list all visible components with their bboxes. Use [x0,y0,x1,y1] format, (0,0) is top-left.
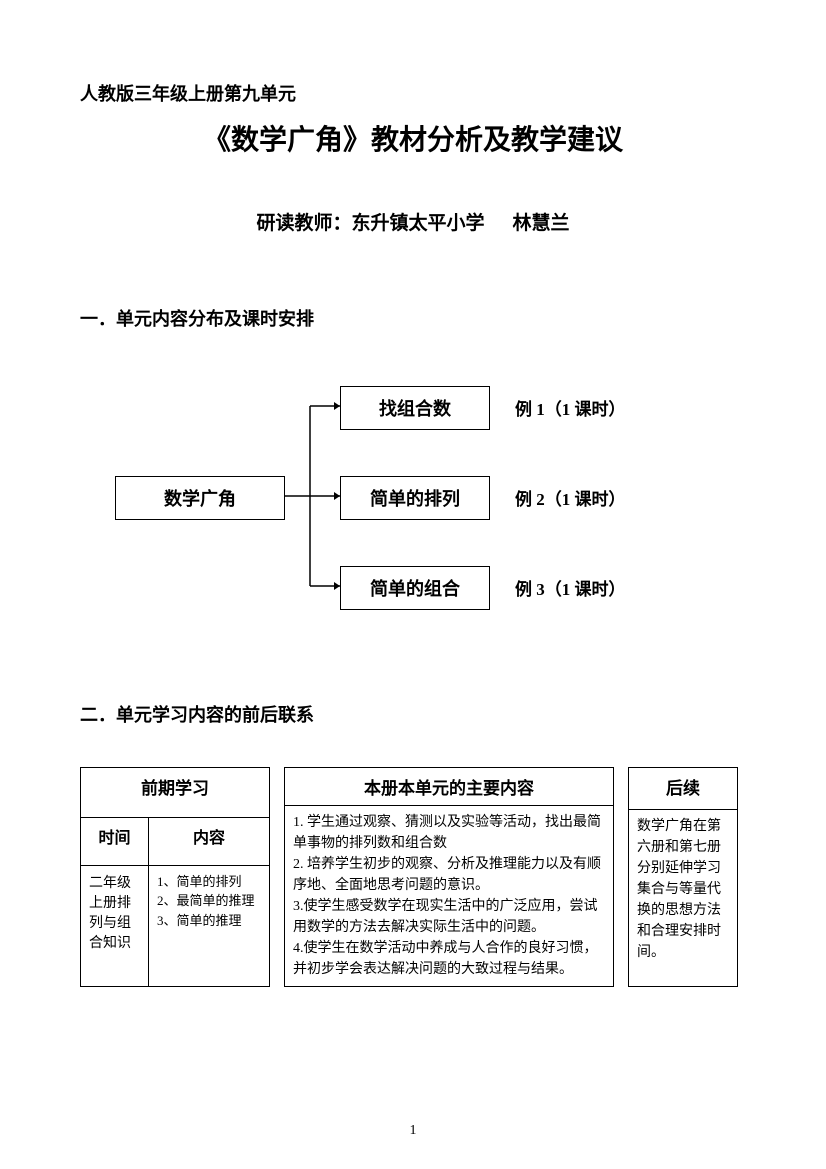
author-prefix: 研读教师：东升镇太平小学 [256,213,484,234]
author-line: 研读教师：东升镇太平小学 林慧兰 [80,208,746,235]
diagram-example-1: 例 1（1 课时） [515,395,626,420]
diagram-example-3: 例 3（1 课时） [515,575,626,600]
diagram-child-1: 找组合数 [340,386,490,430]
author-name: 林慧兰 [513,213,570,234]
diagram-root-node: 数学广角 [115,476,285,520]
t1-header: 前期学习 [81,768,270,818]
diagram-child-3: 简单的组合 [340,566,490,610]
diagram-child-2: 简单的排列 [340,476,490,520]
diagram-example-2: 例 2（1 课时） [515,485,626,510]
followup-table: 后续 数学广角在第六册和第七册分别延伸学习集合与等量代换的思想方法和合理安排时间… [628,767,738,987]
prior-learning-table: 前期学习 时间 内容 二年级上册排列与组合知识 1、简单的排列2、最简单的推理3… [80,767,270,987]
t1-content-value: 1、简单的排列2、最简单的推理3、简单的推理 [149,865,270,986]
section-1-heading: 一．单元内容分布及课时安排 [80,305,746,331]
t1-col-time: 时间 [81,817,149,865]
current-unit-table: 本册本单元的主要内容 1. 学生通过观察、猜测以及实验等活动，找出最简单事物的排… [284,767,614,987]
t2-header: 本册本单元的主要内容 [285,768,614,806]
section-2-heading: 二．单元学习内容的前后联系 [80,701,746,727]
t1-col-content: 内容 [149,817,270,865]
t3-body: 数学广角在第六册和第七册分别延伸学习集合与等量代换的思想方法和合理安排时间。 [629,810,738,987]
diagram-connectors [285,371,345,631]
unit-diagram: 数学广角 找组合数 简单的排列 简单的组合 例 1（1 课时） 例 2（1 课时… [80,371,746,631]
pretitle: 人教版三年级上册第九单元 [80,80,746,106]
t2-body: 1. 学生通过观察、猜测以及实验等活动，找出最简单事物的排列数和组合数2. 培养… [285,806,614,987]
t3-header: 后续 [629,768,738,810]
t1-time-value: 二年级上册排列与组合知识 [81,865,149,986]
main-title: 《数学广角》教材分析及教学建议 [80,118,746,158]
page-number: 1 [0,1123,826,1139]
tables-row: 前期学习 时间 内容 二年级上册排列与组合知识 1、简单的排列2、最简单的推理3… [80,767,746,987]
